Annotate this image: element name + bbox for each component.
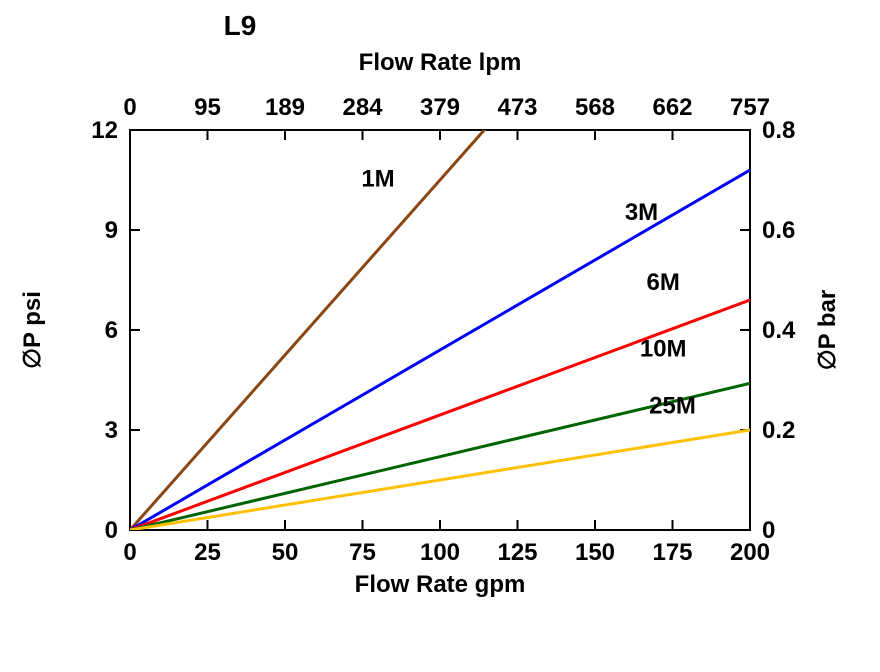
x-top-axis-label: Flow Rate lpm xyxy=(359,49,522,76)
x-bottom-tick-label: 50 xyxy=(272,539,299,566)
chart-container: L9Flow Rate lpm0951892843794735686627570… xyxy=(0,0,880,672)
plot-border xyxy=(130,130,750,530)
x-top-tick-label: 473 xyxy=(497,94,537,121)
series-label-3M: 3M xyxy=(625,199,658,226)
x-bottom-tick-label: 75 xyxy=(349,539,376,566)
y-right-tick-label: 0 xyxy=(762,517,775,544)
y-left-tick-label: 6 xyxy=(105,317,118,344)
x-bottom-tick-label: 150 xyxy=(575,539,615,566)
series-line-25M xyxy=(130,430,750,530)
series-label-10M: 10M xyxy=(640,336,687,363)
y-right-tick-label: 0.8 xyxy=(762,117,795,144)
y-right-axis-label: ∅P bar xyxy=(814,290,841,371)
x-bottom-tick-label: 100 xyxy=(420,539,460,566)
y-left-tick-label: 0 xyxy=(105,517,118,544)
x-top-tick-label: 662 xyxy=(652,94,692,121)
x-top-tick-label: 568 xyxy=(575,94,615,121)
y-left-axis-label: ∅P psi xyxy=(19,291,46,369)
series-line-1M xyxy=(130,0,750,530)
x-bottom-tick-label: 175 xyxy=(652,539,692,566)
x-bottom-tick-label: 125 xyxy=(497,539,537,566)
y-right-tick-label: 0.6 xyxy=(762,217,795,244)
x-bottom-tick-label: 0 xyxy=(123,539,136,566)
chart-svg: L9Flow Rate lpm0951892843794735686627570… xyxy=(0,0,880,672)
x-top-tick-label: 0 xyxy=(123,94,136,121)
chart-title: L9 xyxy=(224,10,257,41)
x-bottom-tick-label: 25 xyxy=(194,539,221,566)
y-left-tick-label: 3 xyxy=(105,417,118,444)
x-top-tick-label: 284 xyxy=(342,94,383,121)
x-bottom-axis-label: Flow Rate gpm xyxy=(355,571,526,598)
y-right-tick-label: 0.4 xyxy=(762,317,796,344)
x-top-tick-label: 379 xyxy=(420,94,460,121)
x-top-tick-label: 189 xyxy=(265,94,305,121)
series-label-1M: 1M xyxy=(361,166,394,193)
y-left-tick-label: 9 xyxy=(105,217,118,244)
y-left-tick-label: 12 xyxy=(91,117,118,144)
series-label-6M: 6M xyxy=(647,269,680,296)
x-top-tick-label: 95 xyxy=(194,94,221,121)
series-group xyxy=(130,0,750,530)
y-right-tick-label: 0.2 xyxy=(762,417,795,444)
series-label-25M: 25M xyxy=(649,392,696,419)
